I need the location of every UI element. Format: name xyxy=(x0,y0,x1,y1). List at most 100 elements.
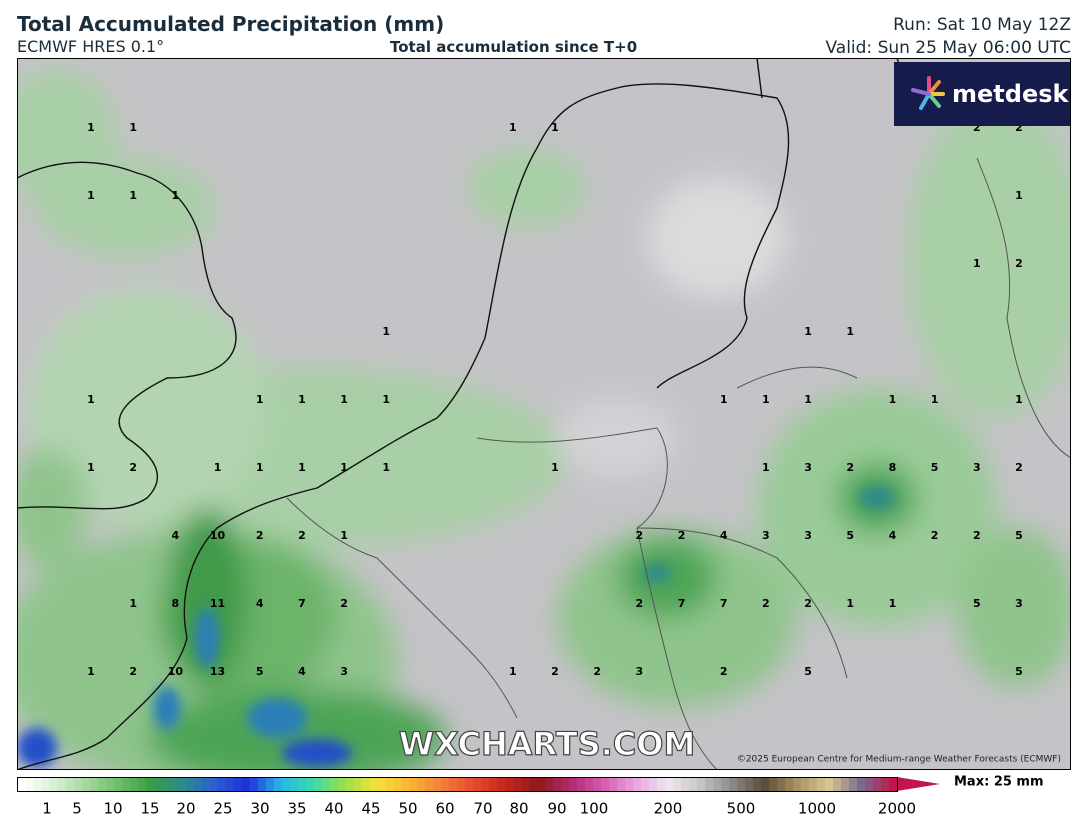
colorbar-swatch xyxy=(721,778,730,791)
colorbar-swatch xyxy=(713,778,722,791)
grid-value: 1 xyxy=(762,461,770,474)
colorbar-swatch xyxy=(321,778,331,791)
colorbar-swatch xyxy=(177,778,187,791)
colorbar-swatch xyxy=(473,778,483,791)
colorbar-swatch xyxy=(809,778,818,791)
colorbar-swatch xyxy=(665,778,674,791)
colorbar-swatch xyxy=(369,778,379,791)
colorbar: Max: 25 mm 1 5 10 15 20 25 30 35 40 45 50 60 70 80 90 1… xyxy=(17,775,1044,818)
colorbar-swatch xyxy=(18,778,27,791)
title: Total Accumulated Precipitation (mm) xyxy=(17,12,445,36)
colorbar-swatch xyxy=(329,778,339,791)
colorbar-swatch xyxy=(833,778,842,791)
colorbar-swatch xyxy=(161,778,171,791)
colorbar-label: 80 xyxy=(509,800,528,818)
colorbar-swatch xyxy=(449,778,459,791)
grid-value: 1 xyxy=(298,461,306,474)
colorbar-swatch xyxy=(441,778,451,791)
colorbar-swatch xyxy=(153,778,163,791)
colorbar-swatch xyxy=(33,778,43,791)
colorbar-swatch xyxy=(873,778,882,791)
colorbar-swatch xyxy=(865,778,874,791)
colorbar-swatch xyxy=(169,778,179,791)
colorbar-label: 60 xyxy=(435,800,454,818)
grid-value: 2 xyxy=(1015,461,1023,474)
run-time: Run: Sat 10 May 12Z xyxy=(893,15,1071,35)
model: ECMWF HRES 0.1° xyxy=(17,37,165,56)
grid-value: 3 xyxy=(973,461,981,474)
colorbar-swatch xyxy=(689,778,698,791)
colorbar-swatch xyxy=(601,778,610,791)
grid-value: 1 xyxy=(87,665,95,678)
colorbar-swatch xyxy=(737,778,746,791)
colorbar-swatch xyxy=(561,778,570,791)
grid-value: 5 xyxy=(804,665,812,678)
grid-value: 1 xyxy=(1015,189,1023,202)
colorbar-label: 5 xyxy=(72,800,82,818)
grid-value: 1 xyxy=(1015,393,1023,406)
grid-value: 3 xyxy=(340,665,348,678)
grid-value: 4 xyxy=(720,529,728,542)
colorbar-swatch xyxy=(81,778,91,791)
logo-text: metdesk xyxy=(952,80,1070,108)
grid-value: 2 xyxy=(1015,121,1023,134)
colorbar-label: 70 xyxy=(473,800,492,818)
grid-value: 1 xyxy=(129,597,137,610)
grid-value: 1 xyxy=(87,393,95,406)
colorbar-swatch xyxy=(745,778,754,791)
grid-value: 2 xyxy=(678,529,686,542)
colorbar-swatch xyxy=(289,778,299,791)
grid-value: 2 xyxy=(720,665,728,678)
grid-value: 1 xyxy=(889,597,897,610)
grid-value: 3 xyxy=(804,461,812,474)
grid-value: 11 xyxy=(210,597,225,610)
colorbar-swatch xyxy=(569,778,578,791)
grid-value: 1 xyxy=(804,325,812,338)
colorbar-swatch xyxy=(193,778,203,791)
grid-value: 2 xyxy=(973,121,981,134)
colorbar-swatch xyxy=(777,778,786,791)
colorbar-swatch xyxy=(385,778,395,791)
colorbar-swatch xyxy=(657,778,666,791)
colorbar-swatch xyxy=(297,778,307,791)
grid-value: 1 xyxy=(846,325,854,338)
colorbar-swatch xyxy=(233,778,243,791)
grid-value: 7 xyxy=(678,597,686,610)
grid-value: 1 xyxy=(973,257,981,270)
grid-value: 1 xyxy=(382,325,390,338)
colorbar-label: 1 xyxy=(42,800,52,818)
colorbar-swatch xyxy=(377,778,387,791)
subtitle: Total accumulation since T+0 xyxy=(390,38,638,56)
colorbar-swatch xyxy=(281,778,291,791)
colorbar-swatch xyxy=(729,778,738,791)
grid-value: 2 xyxy=(846,461,854,474)
colorbar-label: 45 xyxy=(361,800,380,818)
colorbar-arrow xyxy=(897,777,940,791)
grid-value: 2 xyxy=(973,529,981,542)
colorbar-swatch xyxy=(673,778,682,791)
grid-value: 7 xyxy=(298,597,306,610)
max-label: Max: 25 mm xyxy=(954,775,1044,790)
colorbar-label: 40 xyxy=(324,800,343,818)
colorbar-swatch xyxy=(337,778,347,791)
colorbar-swatch xyxy=(89,778,99,791)
colorbar-label: 25 xyxy=(213,800,232,818)
colorbar-frame xyxy=(17,777,898,792)
colorbar-swatch xyxy=(585,778,594,791)
colorbar-label: 10 xyxy=(103,800,122,818)
colorbar-swatch xyxy=(889,778,898,791)
grid-value: 1 xyxy=(382,461,390,474)
map: 1 1 1 1 2 21 1 1 11 21 1 11 1 1 1 1 1 1 1 1 1 11 2 1 1 1 1 1 1 1 3 2 8 5 3… xyxy=(17,58,1071,770)
colorbar-swatch xyxy=(521,778,531,791)
colorbar-swatch xyxy=(705,778,714,791)
copyright: ©2025 European Centre for Medium-range W… xyxy=(737,755,1061,765)
grid-value: 1 xyxy=(382,393,390,406)
colorbar-swatch xyxy=(609,778,618,791)
grid-value: 1 xyxy=(129,121,137,134)
colorbar-swatch xyxy=(817,778,826,791)
grid-value: 4 xyxy=(256,597,264,610)
grid-value: 5 xyxy=(1015,529,1023,542)
grid-value: 1 xyxy=(87,189,95,202)
grid-value: 13 xyxy=(210,665,225,678)
colorbar-swatch xyxy=(529,778,539,791)
